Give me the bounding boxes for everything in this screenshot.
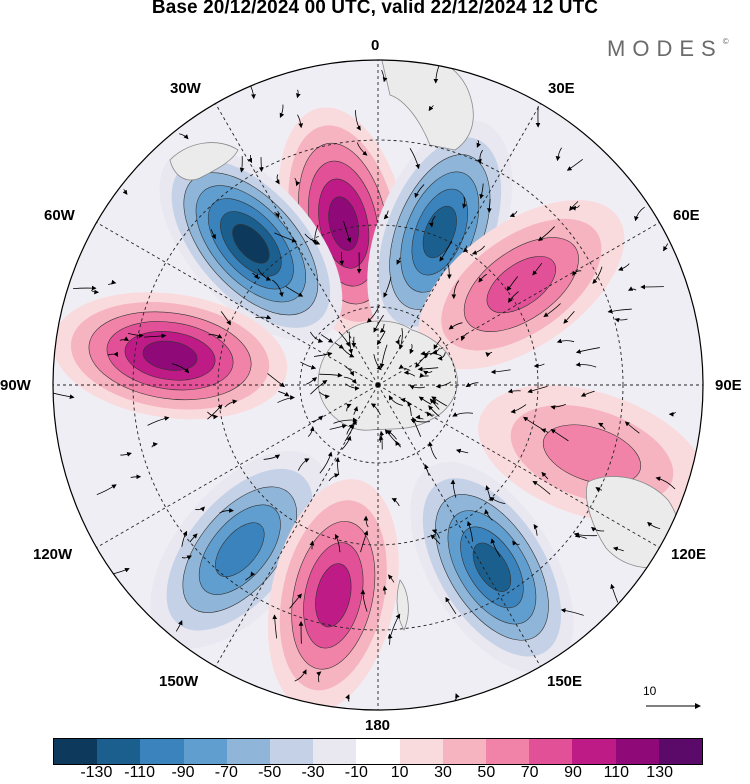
colorbar-swatch xyxy=(486,739,530,764)
map-disk xyxy=(53,60,703,710)
label-150e: 150E xyxy=(547,673,583,690)
colorbar-tick-label: 50 xyxy=(477,764,496,781)
colorbar-tick-label: 110 xyxy=(603,764,630,781)
colorbar-tick-label: -90 xyxy=(171,764,195,781)
negative-anomaly xyxy=(150,450,330,649)
reference-vector-label: 10 xyxy=(643,684,657,698)
colorbar xyxy=(53,738,703,765)
colorbar-swatch xyxy=(313,739,357,764)
colorbar-swatch xyxy=(97,739,141,764)
map-title: Base 20/12/2024 00 UTC, valid 22/12/2024… xyxy=(151,0,599,18)
wind-vectors xyxy=(53,62,676,702)
continent-outlines xyxy=(169,60,681,631)
colorbar-swatch xyxy=(54,739,98,764)
brand-logo: MODES© xyxy=(607,36,729,62)
colorbar-tick-label: 90 xyxy=(564,764,582,781)
south-pole-marker xyxy=(375,382,381,388)
colorbar-swatch xyxy=(183,739,227,764)
label-150w: 150W xyxy=(159,673,199,690)
label-90w: 90W xyxy=(0,377,31,394)
colorbar-tick-label: -130 xyxy=(80,764,113,781)
polar-map xyxy=(52,59,704,711)
label-120e: 120E xyxy=(671,546,707,563)
colorbar-swatch xyxy=(615,739,659,764)
positive-anomaly xyxy=(267,479,399,710)
colorbar-swatch xyxy=(140,739,184,764)
colorbar-tick-label: 10 xyxy=(390,764,409,781)
negative-anomaly xyxy=(410,462,574,673)
colorbar-tick-label: 130 xyxy=(646,764,674,781)
label-180: 180 xyxy=(365,717,391,734)
label-60e: 60E xyxy=(673,207,700,224)
colorbar-tick-label: -50 xyxy=(258,764,282,781)
colorbar-swatch xyxy=(442,739,487,764)
colorbar-tick-label: 30 xyxy=(434,764,452,781)
label-0: 0 xyxy=(371,37,380,54)
south-america xyxy=(169,142,239,181)
label-30w: 30W xyxy=(170,80,201,97)
colorbar-swatch xyxy=(572,739,616,764)
colorbar-swatch xyxy=(356,739,400,764)
negative-anomaly xyxy=(159,146,343,341)
antarctica xyxy=(317,320,458,431)
colorbar-swatch xyxy=(226,739,271,764)
positive-anomaly xyxy=(418,200,625,370)
africa xyxy=(379,60,474,151)
colorbar-swatch xyxy=(529,739,573,764)
brand-mark: © xyxy=(722,36,729,46)
label-120w: 120W xyxy=(33,546,73,563)
map-border xyxy=(52,59,704,711)
label-90e: 90E xyxy=(715,377,742,394)
colorbar-swatch xyxy=(270,739,314,764)
colorbar-tick-label: 70 xyxy=(520,764,539,781)
colorbar-tick-label: -30 xyxy=(301,764,325,781)
colorbar-ticks: -130 -110 -90 -70 -50 -30 -10 10 30 50 70 90 110 130 xyxy=(0,764,750,784)
colorbar-tick-label: -10 xyxy=(344,764,368,781)
label-30e: 30E xyxy=(548,80,575,97)
colorbar-swatch xyxy=(658,739,703,764)
colorbar-swatch xyxy=(399,739,443,764)
brand-text: MODES xyxy=(607,36,723,61)
label-60w: 60W xyxy=(44,207,75,224)
colorbar-tick-label: -70 xyxy=(214,764,238,781)
colorbar-tick-label: -110 xyxy=(124,764,156,781)
